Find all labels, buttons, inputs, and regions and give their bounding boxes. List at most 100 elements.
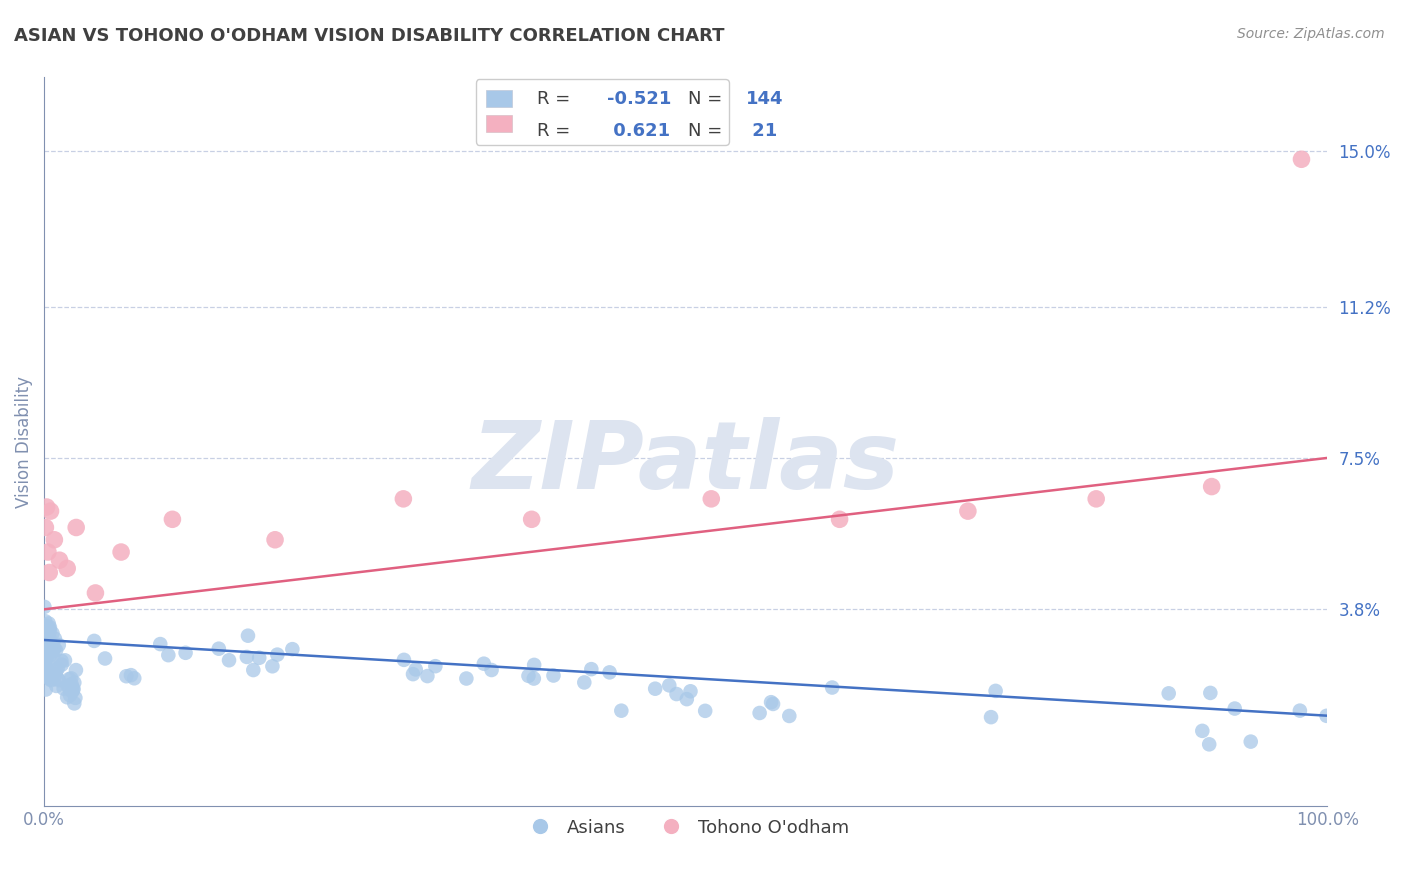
Point	[62, 682, 84, 697]
Point	[523, 672, 546, 686]
Point	[122, 671, 145, 685]
Point	[120, 668, 142, 682]
Point	[1240, 734, 1263, 748]
Point	[45, 643, 67, 657]
Text: -0.521: -0.521	[607, 89, 672, 108]
Point	[59, 682, 82, 697]
Point	[1201, 479, 1223, 493]
Point	[38, 616, 60, 631]
Point	[762, 697, 785, 711]
Point	[48, 553, 70, 567]
Point	[34, 638, 56, 652]
Point	[35, 647, 58, 661]
Point	[574, 675, 596, 690]
Point	[62, 681, 84, 696]
Point	[425, 659, 447, 673]
Point	[658, 678, 681, 692]
Point	[281, 642, 304, 657]
Point	[48, 673, 70, 687]
Text: ASIAN VS TOHONO O'ODHAM VISION DISABILITY CORRELATION CHART: ASIAN VS TOHONO O'ODHAM VISION DISABILIT…	[14, 27, 724, 45]
Point	[759, 695, 782, 709]
Point	[65, 690, 87, 705]
Point	[37, 624, 59, 639]
Point	[37, 545, 59, 559]
Point	[665, 687, 688, 701]
Point	[58, 672, 80, 686]
Point	[456, 672, 478, 686]
Point	[34, 665, 56, 680]
Point	[46, 662, 69, 676]
Point	[37, 644, 59, 658]
Point	[828, 512, 851, 526]
Point	[39, 639, 62, 653]
Point	[984, 684, 1007, 698]
Point	[35, 633, 58, 648]
Point	[32, 640, 55, 655]
Point	[34, 618, 56, 632]
Point	[34, 637, 56, 651]
Point	[45, 679, 67, 693]
Point	[35, 660, 58, 674]
Text: R =: R =	[537, 121, 575, 139]
Point	[236, 629, 259, 643]
Text: N =: N =	[688, 121, 728, 139]
Point	[56, 690, 79, 705]
Point	[53, 653, 76, 667]
Point	[695, 704, 717, 718]
Point	[42, 649, 65, 664]
Point	[34, 630, 56, 644]
Point	[35, 629, 58, 643]
Point	[84, 586, 107, 600]
Point	[44, 533, 66, 547]
Text: N =: N =	[688, 89, 728, 108]
Point	[37, 670, 59, 684]
Point	[599, 665, 621, 680]
Point	[35, 645, 58, 659]
Point	[37, 633, 59, 648]
Point	[34, 667, 56, 681]
Text: Source: ZipAtlas.com: Source: ZipAtlas.com	[1237, 27, 1385, 41]
Point	[34, 660, 56, 674]
Point	[35, 624, 58, 639]
Point	[83, 633, 105, 648]
Point	[472, 657, 495, 671]
Point	[35, 642, 58, 657]
Point	[35, 682, 58, 697]
Point	[1085, 491, 1108, 506]
Point	[110, 545, 132, 559]
Point	[37, 648, 59, 662]
Point	[38, 621, 60, 635]
Legend: Asians, Tohono O'odham: Asians, Tohono O'odham	[515, 812, 856, 844]
Point	[35, 620, 58, 634]
Point	[38, 632, 60, 647]
Point	[610, 704, 633, 718]
Point	[675, 692, 697, 706]
Point	[42, 643, 65, 657]
Point	[34, 643, 56, 657]
Point	[38, 658, 60, 673]
Point	[37, 666, 59, 681]
Point	[581, 662, 603, 676]
Point	[56, 561, 79, 575]
Point	[247, 650, 270, 665]
Point	[94, 651, 117, 665]
Point	[37, 629, 59, 643]
Point	[37, 643, 59, 657]
Point	[39, 648, 62, 663]
Point	[34, 629, 56, 643]
Point	[34, 656, 56, 670]
Point	[44, 632, 66, 646]
Point	[1316, 708, 1339, 723]
Point	[35, 645, 58, 659]
Point	[38, 620, 60, 634]
Point	[264, 533, 287, 547]
Text: ZIPatlas: ZIPatlas	[471, 417, 900, 509]
Point	[34, 520, 56, 534]
Point	[517, 669, 540, 683]
Point	[44, 641, 66, 656]
Point	[39, 624, 62, 638]
Point	[700, 491, 723, 506]
Point	[34, 636, 56, 650]
Text: 0.621: 0.621	[607, 121, 671, 139]
Point	[149, 637, 172, 651]
